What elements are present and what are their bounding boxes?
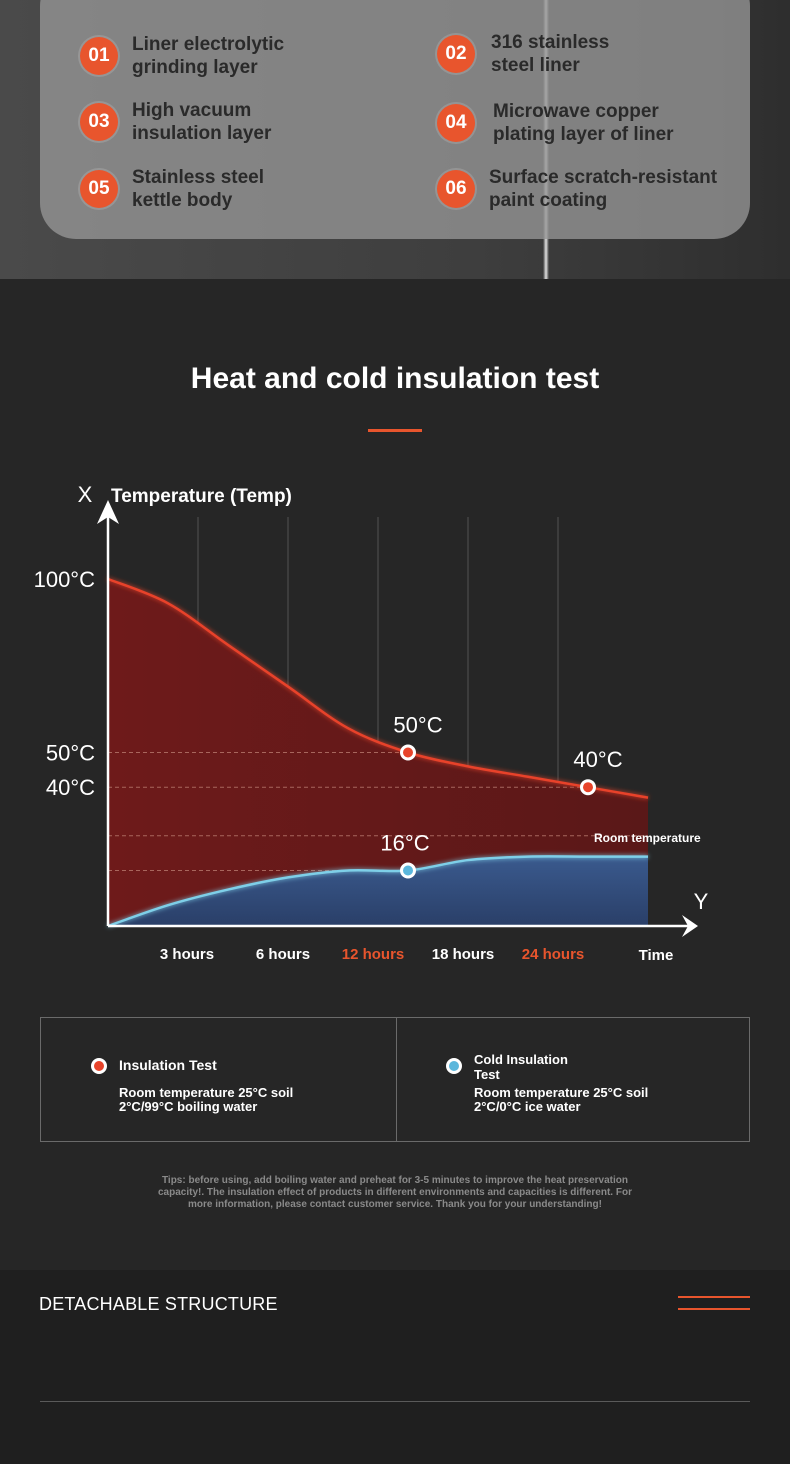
x-tick-label-3: 18 hours <box>432 946 495 963</box>
layer-number-badge: 02 <box>437 35 475 73</box>
cold-insulation-series-line <box>107 855 649 928</box>
layer-number-badge: 03 <box>80 103 118 141</box>
legend-box: Insulation Test Room temperature 25°C so… <box>40 1017 750 1142</box>
y-axis-title: Temperature (Temp) <box>111 486 292 507</box>
insulation-marker-1 <box>580 779 596 796</box>
y-tick-label-0: 100°C <box>34 567 96 592</box>
y-tick-label-2: 40°C <box>46 775 95 800</box>
layer-label-line1: High vacuum <box>132 100 252 121</box>
layer-label-line1: Microwave copper <box>493 101 659 122</box>
layer-label: 316 stainless steel liner <box>491 31 731 77</box>
tips-line-1: Tips: before using, add boiling water an… <box>161 1175 628 1186</box>
heading-accent-rule <box>368 429 422 432</box>
layer-number-badge: 01 <box>80 37 118 75</box>
y-tick-label-1: 50°C <box>46 741 95 766</box>
reference-lines <box>108 752 648 871</box>
tips-line-2: capacity!. The insulation effect of prod… <box>158 1187 632 1198</box>
data-markers <box>400 744 596 879</box>
layer-label-line2: paint coating <box>489 190 608 211</box>
detachable-structure-title: DETACHABLE STRUCTURE <box>39 1294 278 1314</box>
chart-labels: 50°C 40°C 16°C X Temperature (Temp) Y Time Room… <box>34 482 709 964</box>
layer-item-05: 05 Stainless steel kettle body <box>80 166 372 212</box>
x-axis-letter: Y <box>694 889 709 914</box>
insulation-marker-0 <box>400 744 416 761</box>
x-axis-title: Time <box>639 947 674 964</box>
tips-text: Tips: before using, add boiling water an… <box>130 1175 660 1211</box>
legend-hot-desc-2: 2°C/99°C boiling water <box>119 1099 258 1114</box>
legend-hot-title: Insulation Test <box>119 1057 217 1073</box>
accent-rule-bottom <box>678 1308 750 1310</box>
layer-label: Microwave copper plating layer of liner <box>493 100 733 146</box>
layers-card: 01 Liner electrolytic grinding layer 02 … <box>40 0 750 239</box>
layer-label: High vacuum insulation layer <box>132 99 372 145</box>
x-tick-label-0: 3 hours <box>160 946 214 963</box>
legend-cold-desc-2: 2°C/0°C ice water <box>474 1099 581 1114</box>
layer-item-01: 01 Liner electrolytic grinding layer <box>80 33 372 79</box>
layer-item-04: 04 Microwave copper plating layer of lin… <box>437 100 733 146</box>
x-tick-label-4: 24 hours <box>522 946 585 963</box>
legend-cold-title-2: Test <box>474 1067 500 1082</box>
cold-insulation-area <box>108 856 648 926</box>
x-tick-label-2: 12 hours <box>342 946 405 963</box>
cold-insulation-point-label-0: 16°C <box>380 830 429 855</box>
x-axis-arrow-icon <box>682 915 698 937</box>
layer-label-line1: Surface scratch-resistant <box>489 167 718 188</box>
insulation-point-label-1: 40°C <box>573 747 622 772</box>
layer-item-06: 06 Surface scratch-resistant paint coati… <box>437 166 729 212</box>
layer-item-02: 02 316 stainless steel liner <box>437 31 731 77</box>
section-divider <box>40 1401 750 1402</box>
temperature-chart: 50°C 40°C 16°C X Temperature (Temp) Y Time Room… <box>34 482 709 964</box>
legend-cold-desc-1: Room temperature 25°C soil <box>474 1085 649 1100</box>
layer-label: Stainless steel kettle body <box>132 166 372 212</box>
layer-number-badge: 05 <box>80 170 118 208</box>
y-axis-letter: X <box>78 482 93 507</box>
detachable-structure-section <box>0 1270 790 1464</box>
hot-dot-icon <box>91 1058 107 1074</box>
y-axis-arrow-icon <box>97 500 119 524</box>
legend-hot-desc-1: Room temperature 25°C soil <box>119 1085 294 1100</box>
insulation-series-line <box>107 577 649 799</box>
legend-cold-title-1: Cold Insulation <box>474 1052 568 1067</box>
legend-divider <box>396 1018 397 1141</box>
tips-line-3: more information, please contact custome… <box>188 1199 602 1210</box>
layer-label-line2: insulation layer <box>132 123 272 144</box>
cold-dot-icon <box>446 1058 462 1074</box>
axes <box>97 500 698 937</box>
layer-label-line1: Stainless steel <box>132 167 265 188</box>
insulation-point-label-0: 50°C <box>393 713 442 738</box>
cold-insulation-marker-0 <box>400 862 416 879</box>
layer-number-badge: 04 <box>437 104 475 142</box>
layer-number-badge: 06 <box>437 170 475 208</box>
accent-rule-top <box>678 1296 750 1298</box>
room-temperature-label: Room temperature <box>594 831 701 845</box>
layer-label: Surface scratch-resistant paint coating <box>489 166 729 212</box>
layer-label-line2: grinding layer <box>132 57 258 78</box>
layer-item-03: 03 High vacuum insulation layer <box>80 99 372 145</box>
layer-label-line2: plating layer of liner <box>493 124 674 145</box>
layer-label-line2: steel liner <box>491 55 580 76</box>
layers-section: 01 Liner electrolytic grinding layer 02 … <box>0 0 790 279</box>
layer-label: Liner electrolytic grinding layer <box>132 33 372 79</box>
layer-label-line1: 316 stainless <box>491 32 610 53</box>
section-heading: Heat and cold insulation test <box>190 362 600 395</box>
x-tick-label-1: 6 hours <box>256 946 310 963</box>
layer-label-line2: kettle body <box>132 190 233 211</box>
layer-label-line1: Liner electrolytic <box>132 34 285 55</box>
